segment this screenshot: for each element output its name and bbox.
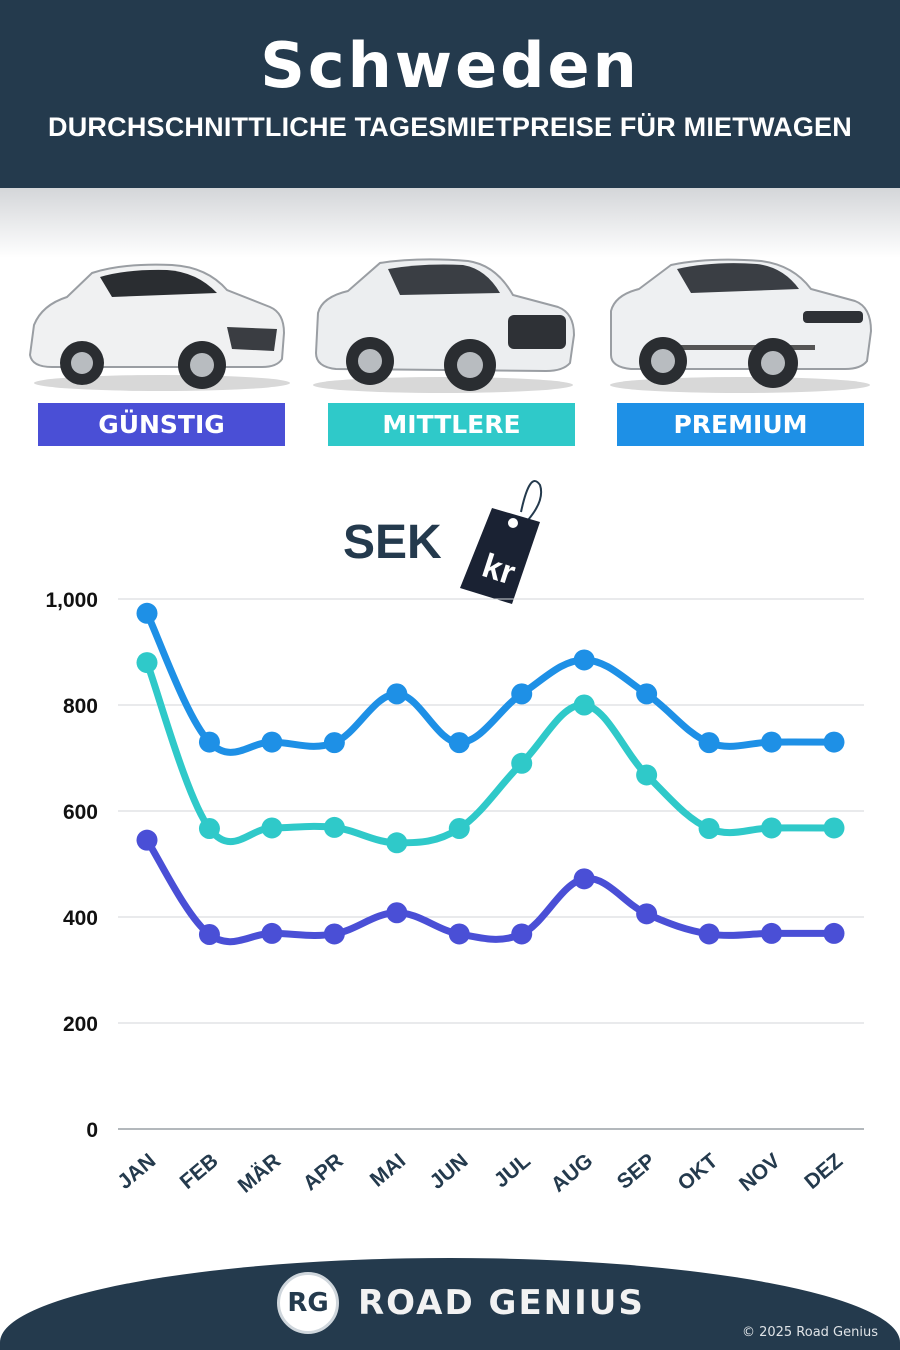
category-badge-premium: PREMIUM [617,403,864,446]
x-tick-label: SEP [613,1149,660,1194]
series-line-3 [143,609,838,756]
y-tick-label: 200 [63,1013,98,1036]
data-point [761,817,783,839]
x-tick-label: JUL [490,1149,535,1192]
data-point [636,683,658,705]
data-point [386,683,408,705]
data-point [448,923,470,945]
data-point [573,868,595,890]
data-point [261,731,283,753]
data-point [136,602,158,624]
data-point [823,731,845,753]
y-tick-label: 1,000 [45,589,98,612]
x-tick-label: JAN [113,1149,160,1194]
x-tick-label: NOV [735,1149,785,1196]
data-point [511,752,533,774]
y-tick-label: 600 [63,801,98,824]
data-point [511,683,533,705]
price-tag-icon: kr [460,480,543,604]
y-tick-label: 0 [86,1119,98,1142]
data-point [698,923,720,945]
data-point [573,694,595,716]
data-point [761,731,783,753]
x-tick-label: JUN [426,1149,473,1194]
data-point [761,922,783,944]
x-tick-label: FEB [176,1149,223,1194]
data-point [511,923,533,945]
data-point [448,732,470,754]
data-point [198,923,220,945]
category-badge-mittlere: MITTLERE [328,403,575,446]
data-point [261,817,283,839]
data-point [323,923,345,945]
data-point [261,922,283,944]
suv-car-image [313,258,576,393]
data-point [198,817,220,839]
x-tick-label: MAI [366,1149,410,1191]
data-point [198,731,220,753]
data-point [323,816,345,838]
series-line-1 [143,836,838,946]
data-point [448,817,470,839]
data-point [136,652,158,674]
page-title: Schweden [260,29,640,102]
data-point [636,903,658,925]
premium-suv-car-image [610,258,873,393]
currency-label: SEK [343,516,442,569]
y-tick-label: 800 [63,695,98,718]
hatchback-car-image [28,263,290,391]
series-line-2 [143,659,838,847]
copyright: © 2025 Road Genius [741,1325,878,1340]
header: Schweden DURCHSCHNITTLICHE TAGESMIETPREI… [0,0,900,188]
data-point [823,922,845,944]
x-tick-label: OKT [674,1149,723,1195]
data-point [823,817,845,839]
data-point [698,732,720,754]
data-point [323,732,345,754]
data-point [386,902,408,924]
data-point [636,764,658,786]
data-point [136,829,158,851]
x-tick-label: MÄR [234,1149,285,1197]
data-point [386,832,408,854]
header-shadow [0,188,900,258]
page-subtitle: DURCHSCHNITTLICHE TAGESMIETPREISE FÜR MI… [48,112,852,142]
data-point [698,817,720,839]
x-tick-label: DEZ [800,1149,847,1194]
category-badge-guenstig: GÜNSTIG [38,403,285,446]
y-tick-label: 400 [63,907,98,930]
brand-name: ROAD GENIUS [358,1283,645,1323]
x-tick-label: AUG [547,1149,598,1197]
road-genius-logo: RG [277,1272,339,1334]
data-point [573,649,595,671]
x-tick-label: APR [299,1149,348,1195]
line-chart: SEK kr 0 200 400 600 800 1,000 JAN FEB MÄR APR MA… [45,480,864,1198]
